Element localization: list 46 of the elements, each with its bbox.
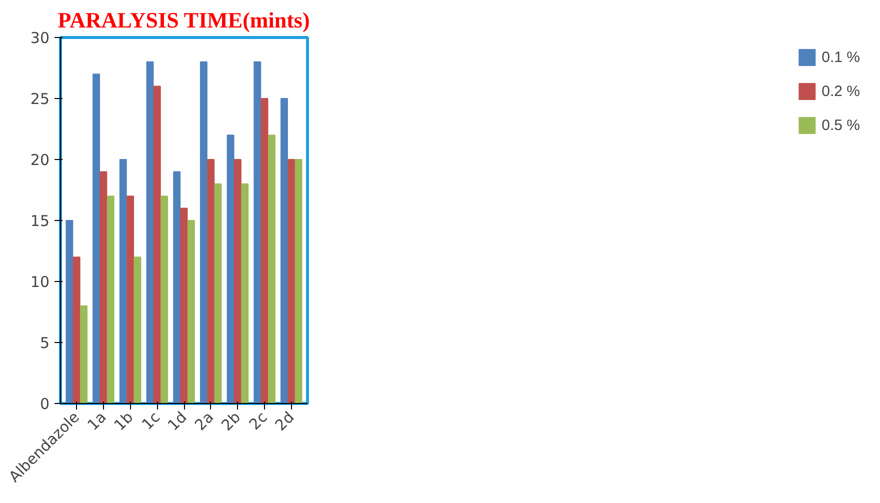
bar [92,74,100,404]
legend-label: 0.1 % [822,48,860,66]
bar [234,159,242,404]
chart-title: PARALYSIS TIME(mints) [58,8,310,32]
bar [160,196,168,404]
bar [153,86,161,404]
bar [106,196,114,404]
y-tick-label: 20 [30,151,50,169]
bar [126,196,134,404]
x-tick-label: 1b [110,408,137,434]
bar [146,61,154,404]
bar [173,171,181,404]
bar [187,220,195,404]
y-tick-label: 0 [40,395,50,413]
y-tick-label: 25 [30,90,50,108]
x-tick-label: 2b [218,408,244,434]
y-tick-label: 10 [30,273,50,291]
bar [254,61,262,404]
legend-label: 0.2 % [822,82,860,100]
bar [280,98,288,404]
bar [241,183,249,404]
bar [214,183,222,404]
bar [134,256,142,404]
bar [207,159,215,404]
x-tick-label: 2c [246,408,271,434]
x-tick-label: 2a [191,408,218,434]
bar [119,159,127,404]
bar [260,98,268,404]
bar [180,208,188,404]
x-tick-label: 1c [138,408,164,434]
bar [268,134,276,404]
x-tick-label: 1d [164,408,190,434]
bar [72,256,80,404]
y-tick-label: 15 [30,212,50,230]
bar [66,220,74,404]
x-tick-label: 2d [272,408,298,434]
bar [288,159,296,404]
bar [80,305,88,404]
y-tick-label: 30 [30,29,50,47]
bar [200,61,208,404]
bar [294,159,302,404]
x-tick-label: 1a [84,408,110,434]
y-tick-label: 5 [40,334,50,352]
bar [100,171,108,404]
bar [226,134,234,404]
legend-label: 0.5 % [822,116,860,134]
